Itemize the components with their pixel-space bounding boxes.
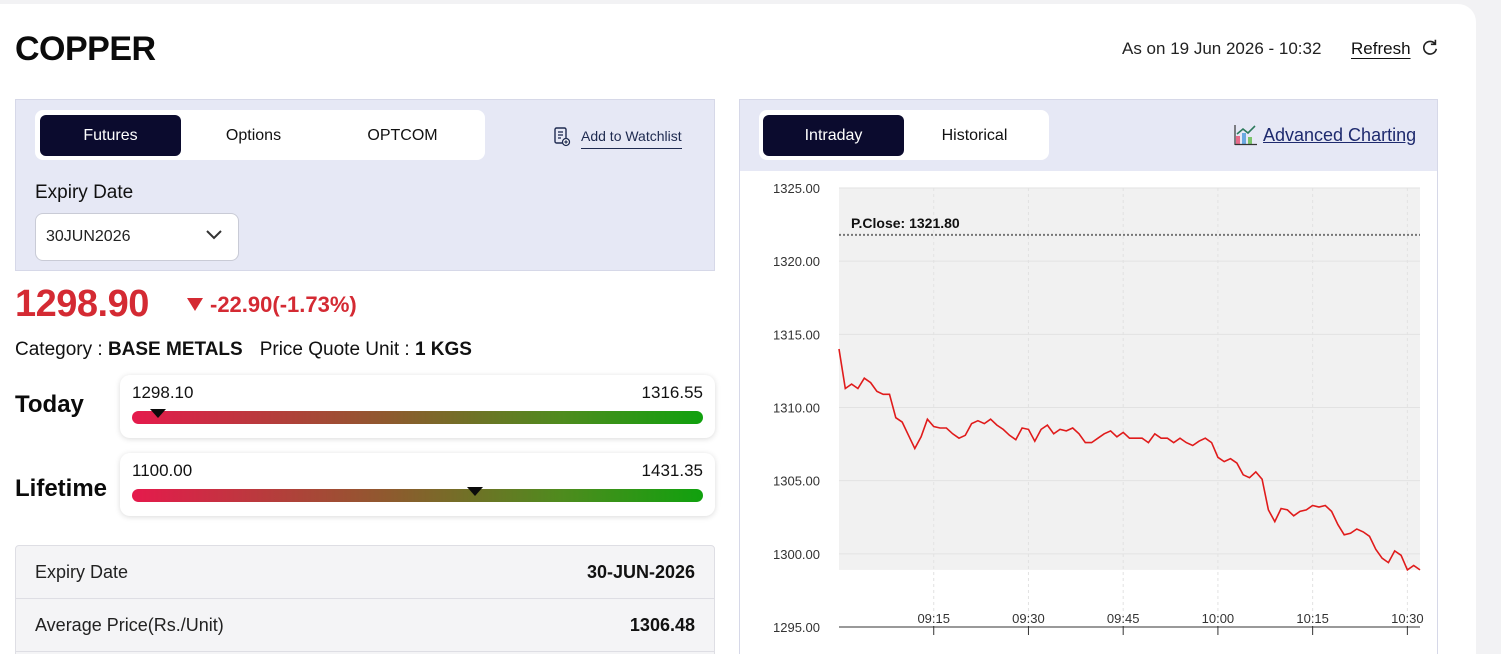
table-row: Expiry Date 30-JUN-2026 (16, 546, 714, 599)
as-on-timestamp: As on 19 Jun 2026 - 10:32 (1122, 39, 1322, 58)
watchlist-icon[interactable] (553, 127, 571, 147)
y-tick-label: 1300.00 (773, 547, 820, 562)
category-label: Category : (15, 339, 108, 360)
today-low: 1298.10 (132, 383, 194, 402)
y-tick-label: 1310.00 (773, 401, 820, 416)
tab-historical[interactable]: Historical (941, 126, 1008, 144)
quote-unit-label: Price Quote Unit : (259, 339, 415, 360)
quote-unit-value: 1 KGS (414, 339, 472, 360)
price-change: -22.90(-1.73%) (210, 292, 357, 317)
advanced-charting-link[interactable]: Advanced Charting (1263, 125, 1417, 145)
tab-optcom[interactable]: OPTCOM (367, 126, 438, 144)
today-range-label: Today (15, 391, 84, 418)
tab-options[interactable]: Options (225, 126, 282, 144)
lifetime-range-bar (132, 489, 703, 502)
chart-icon[interactable] (1234, 124, 1258, 146)
x-tick-label: 10:00 (1202, 611, 1235, 626)
x-tick-label: 09:15 (917, 611, 950, 626)
table-row: Average Price(Rs./Unit) 1306.48 (16, 599, 714, 652)
y-tick-label: 1325.00 (773, 181, 820, 196)
y-tick-label: 1305.00 (773, 474, 820, 489)
x-tick-label: 10:30 (1391, 611, 1424, 626)
last-price: 1298.90 (15, 283, 149, 325)
previous-close-label: P.Close: 1321.80 (851, 215, 960, 231)
refresh-icon[interactable] (1421, 38, 1439, 56)
today-range-bar (132, 411, 703, 424)
refresh-link[interactable]: Refresh (1351, 39, 1411, 58)
lifetime-range-label: Lifetime (15, 475, 108, 502)
page-title: COPPER (15, 30, 156, 68)
detail-value: 30-JUN-2026 (586, 562, 695, 582)
x-tick-label: 10:15 (1296, 611, 1329, 626)
lifetime-high: 1431.35 (641, 461, 703, 480)
contract-details-table: Expiry Date 30-JUN-2026 Average Price(Rs… (15, 545, 715, 654)
lifetime-range-marker (466, 487, 483, 496)
expiry-date-label: Expiry Date (35, 182, 134, 203)
tab-intraday[interactable]: Intraday (763, 115, 904, 156)
category-row: Category : BASE METALS Price Quote Unit :… (15, 339, 472, 361)
x-tick-label: 09:30 (1012, 611, 1045, 626)
add-to-watchlist-link[interactable]: Add to Watchlist (581, 128, 682, 149)
detail-key: Expiry Date (35, 562, 129, 582)
lifetime-range-card: 1100.00 1431.35 (120, 453, 715, 516)
y-tick-label: 1320.00 (773, 254, 820, 269)
y-tick-label: 1295.00 (773, 620, 820, 635)
today-high: 1316.55 (641, 383, 703, 402)
down-arrow-icon (187, 298, 203, 311)
price-series-line (838, 348, 1421, 572)
today-range-marker (149, 409, 166, 418)
category-value: BASE METALS (107, 339, 243, 360)
x-tick-label: 09:45 (1107, 611, 1140, 626)
expiry-date-value: 30JUN2026 (46, 228, 131, 245)
intraday-line-chart: 1325.00 1320.00 1315.00 1310.00 1305.00 1300.… (773, 181, 1424, 635)
chevron-down-icon[interactable] (205, 229, 223, 241)
today-range-card: 1298.10 1316.55 (120, 375, 715, 438)
lifetime-low: 1100.00 (132, 461, 193, 480)
tab-futures[interactable]: Futures (40, 115, 181, 156)
detail-key: Average Price(Rs./Unit) (35, 615, 224, 635)
y-tick-label: 1315.00 (773, 327, 820, 342)
expiry-date-select[interactable] (35, 213, 239, 261)
detail-value: 1306.48 (629, 615, 695, 635)
